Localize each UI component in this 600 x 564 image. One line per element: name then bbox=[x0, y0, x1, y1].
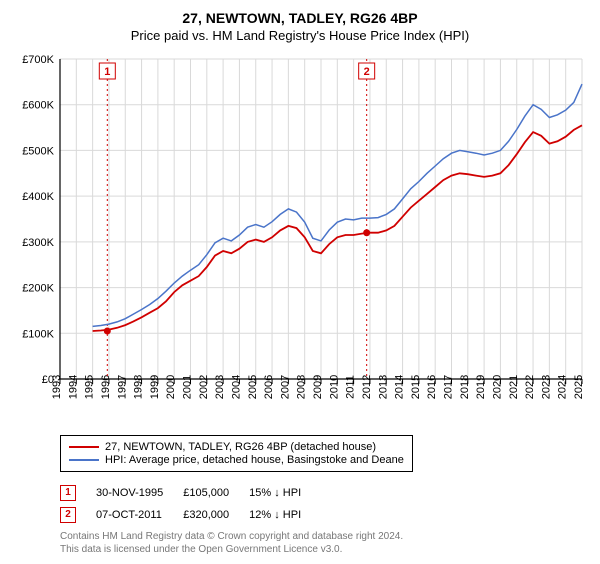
chart-svg: £0£100K£200K£300K£400K£500K£600K£700K199… bbox=[12, 49, 588, 429]
transaction-diff: 12% ↓ HPI bbox=[249, 504, 321, 526]
svg-text:£600K: £600K bbox=[22, 100, 54, 112]
chart-container: 27, NEWTOWN, TADLEY, RG26 4BP Price paid… bbox=[0, 0, 600, 564]
marker-badge: 2 bbox=[60, 507, 76, 523]
svg-text:2: 2 bbox=[364, 66, 370, 78]
legend-label: 27, NEWTOWN, TADLEY, RG26 4BP (detached … bbox=[105, 441, 376, 453]
transaction-table: 1 30-NOV-1995 £105,000 15% ↓ HPI 2 07-OC… bbox=[60, 482, 321, 526]
svg-text:£700K: £700K bbox=[22, 54, 54, 66]
marker-badge: 1 bbox=[60, 485, 76, 501]
footer-line: Contains HM Land Registry data © Crown c… bbox=[60, 530, 588, 543]
legend-line bbox=[69, 459, 99, 461]
svg-text:1: 1 bbox=[104, 66, 110, 78]
transaction-date: 30-NOV-1995 bbox=[96, 482, 183, 504]
svg-text:£300K: £300K bbox=[22, 237, 54, 249]
svg-text:£400K: £400K bbox=[22, 191, 54, 203]
chart-subtitle: Price paid vs. HM Land Registry's House … bbox=[12, 28, 588, 43]
legend-item: HPI: Average price, detached house, Basi… bbox=[69, 454, 404, 466]
footer-attribution: Contains HM Land Registry data © Crown c… bbox=[60, 530, 588, 556]
transaction-date: 07-OCT-2011 bbox=[96, 504, 183, 526]
chart-title: 27, NEWTOWN, TADLEY, RG26 4BP bbox=[12, 10, 588, 26]
legend: 27, NEWTOWN, TADLEY, RG26 4BP (detached … bbox=[60, 435, 413, 472]
legend-line bbox=[69, 446, 99, 448]
footer-line: This data is licensed under the Open Gov… bbox=[60, 543, 588, 556]
legend-label: HPI: Average price, detached house, Basi… bbox=[105, 454, 404, 466]
table-row: 1 30-NOV-1995 £105,000 15% ↓ HPI bbox=[60, 482, 321, 504]
transaction-diff: 15% ↓ HPI bbox=[249, 482, 321, 504]
chart-plot-area: £0£100K£200K£300K£400K£500K£600K£700K199… bbox=[12, 49, 588, 429]
svg-text:£200K: £200K bbox=[22, 283, 54, 295]
svg-text:£500K: £500K bbox=[22, 145, 54, 157]
svg-text:£100K: £100K bbox=[22, 328, 54, 340]
legend-item: 27, NEWTOWN, TADLEY, RG26 4BP (detached … bbox=[69, 441, 404, 453]
table-row: 2 07-OCT-2011 £320,000 12% ↓ HPI bbox=[60, 504, 321, 526]
transaction-price: £105,000 bbox=[183, 482, 249, 504]
transaction-price: £320,000 bbox=[183, 504, 249, 526]
